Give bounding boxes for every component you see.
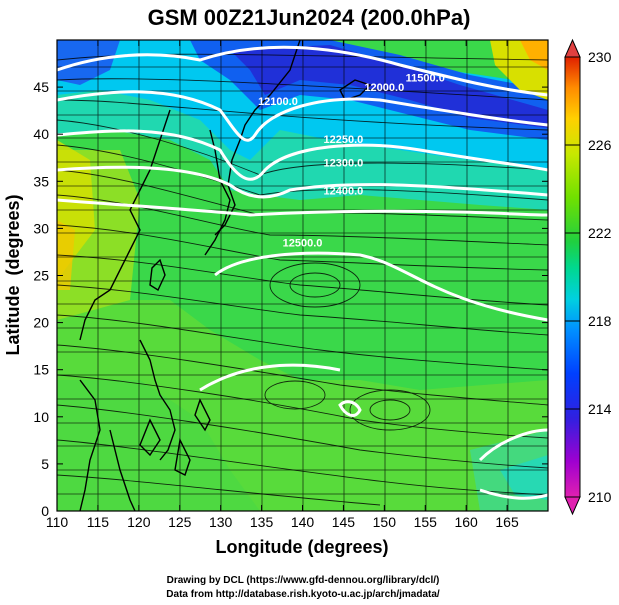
colorbar-bottom-arrow xyxy=(564,496,581,516)
x-tick-label: 130 xyxy=(209,514,233,530)
y-axis-ticks: 0 5 10 15 20 25 30 35 40 45 xyxy=(33,79,548,519)
x-tick-label: 145 xyxy=(332,514,356,530)
y-tick-label: 35 xyxy=(33,173,49,189)
y-tick-label: 30 xyxy=(33,220,49,236)
contour-label: 12100.0 xyxy=(258,96,298,108)
x-axis-title: Longitude (degrees) xyxy=(215,537,388,557)
heatmap-region xyxy=(57,380,260,511)
x-tick-label: 140 xyxy=(291,514,315,530)
colorbar-tick-label: 230 xyxy=(588,49,612,65)
y-tick-label: 10 xyxy=(33,409,49,425)
colorbar-tick-label: 226 xyxy=(588,137,612,153)
colorbar-tick-label: 218 xyxy=(588,313,612,329)
plot-area xyxy=(57,40,548,511)
contour-label: 12500.0 xyxy=(283,238,323,250)
y-axis-title: Latitude (degrees) xyxy=(3,194,23,355)
chart-title: GSM 00Z21Jun2024 (200.0hPa) xyxy=(148,5,471,30)
colorbar-tick-label: 214 xyxy=(588,401,612,417)
contour-label: 12300.0 xyxy=(324,157,364,169)
x-tick-label: 155 xyxy=(414,514,438,530)
credit-line-2: Data from http://database.rish.kyoto-u.a… xyxy=(166,589,440,600)
x-tick-label: 110 xyxy=(46,514,69,530)
colorbar-ticks: 210 214 218 222 226 230 xyxy=(565,49,612,505)
colorbar: 210 214 218 222 226 230 xyxy=(564,38,612,516)
streamlines xyxy=(57,53,548,506)
y-tick-label: 20 xyxy=(33,315,49,331)
contour-lines xyxy=(57,45,548,500)
grid-lines xyxy=(57,40,548,511)
colorbar-top-arrow xyxy=(564,38,581,58)
coastlines xyxy=(79,40,372,511)
y-tick-label: 0 xyxy=(41,503,49,519)
heatmap-region xyxy=(500,455,548,500)
heatmap-region xyxy=(57,220,75,290)
x-tick-label: 125 xyxy=(168,514,192,530)
y-tick-label: 40 xyxy=(33,126,49,142)
y-tick-label: 5 xyxy=(41,456,49,472)
y-tick-label: 45 xyxy=(33,79,49,95)
x-tick-label: 135 xyxy=(250,514,274,530)
colorbar-tick-label: 222 xyxy=(588,225,612,241)
x-tick-label: 165 xyxy=(495,514,519,530)
colorbar-gradient xyxy=(564,56,581,498)
contour-label: 12250.0 xyxy=(324,134,364,146)
x-tick-label: 150 xyxy=(373,514,397,530)
y-tick-label: 15 xyxy=(33,362,49,378)
contour-label: 12000.0 xyxy=(364,82,404,94)
heatmap-region xyxy=(230,45,548,128)
contour-label: 11500.0 xyxy=(406,73,445,85)
x-tick-label: 115 xyxy=(87,514,110,530)
x-tick-label: 120 xyxy=(127,514,151,530)
credit-line-1: Drawing by DCL (https://www.gfd-dennou.o… xyxy=(167,575,440,586)
colorbar-tick-label: 210 xyxy=(588,489,612,505)
x-axis-ticks: 110 115 120 125 130 135 140 145 150 155 160 165 xyxy=(46,40,519,530)
y-tick-label: 25 xyxy=(33,268,49,284)
contour-label: 12400.0 xyxy=(324,186,364,198)
heatmap-region xyxy=(520,40,548,70)
x-tick-label: 160 xyxy=(454,514,478,530)
